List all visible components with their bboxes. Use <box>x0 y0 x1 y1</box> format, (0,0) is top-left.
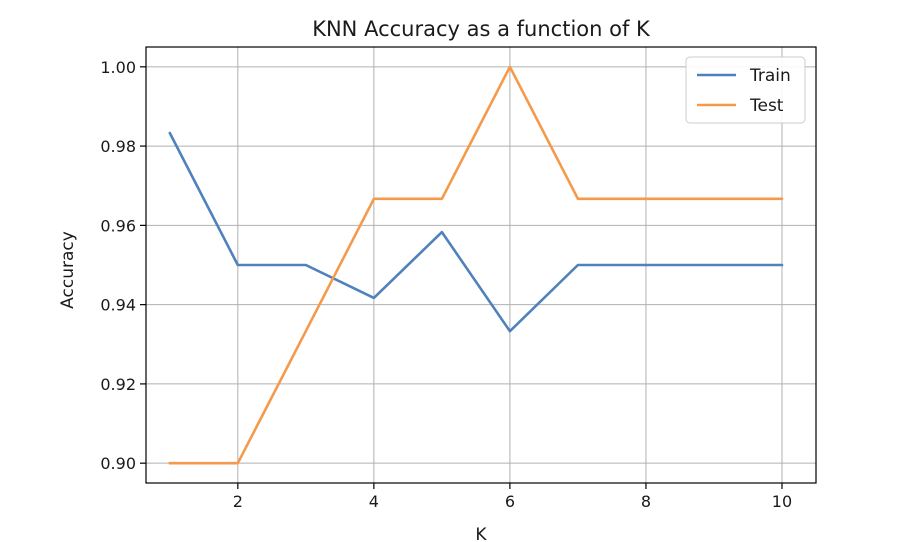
x-tick-label: 10 <box>772 492 792 511</box>
y-tick-label: 0.96 <box>100 216 136 235</box>
y-tick-label: 0.92 <box>100 375 136 394</box>
y-tick-label: 1.00 <box>100 58 136 77</box>
x-tick-label: 8 <box>641 492 651 511</box>
x-tick-label: 6 <box>505 492 515 511</box>
plot-area-frame <box>145 46 817 484</box>
y-axis-label: Accuracy <box>58 231 78 309</box>
y-tick-label: 0.98 <box>100 137 136 156</box>
y-tick-label: 0.90 <box>100 454 136 473</box>
chart-title: KNN Accuracy as a function of K <box>312 17 651 41</box>
x-tick-label: 2 <box>233 492 243 511</box>
legend-label-train: Train <box>749 66 791 86</box>
x-tick-label: 4 <box>369 492 379 511</box>
legend-box <box>685 56 806 124</box>
legend-label-test: Test <box>749 96 784 116</box>
series-line-train <box>168 131 784 333</box>
legend: Train Test <box>685 56 806 124</box>
series-lines <box>168 65 784 465</box>
y-tick-label: 0.94 <box>100 296 136 315</box>
axis-ticks: 2 4 6 8 10 0.90 0.92 0.94 0.96 0.98 1.00 <box>100 58 792 511</box>
series-line-test <box>168 65 784 465</box>
x-axis-label: K <box>475 525 487 542</box>
